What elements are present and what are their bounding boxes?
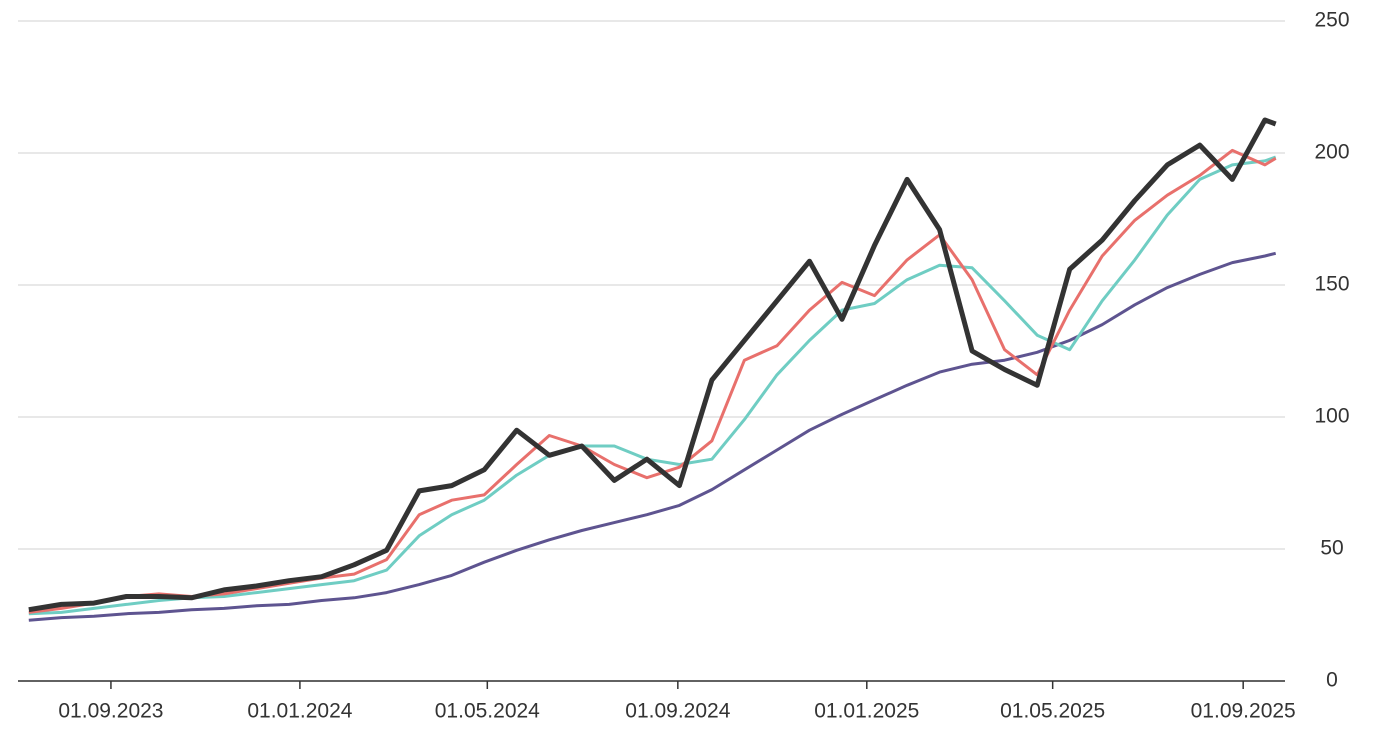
y-tick-label: 0 [1326, 669, 1338, 692]
x-tick-label: 01.05.2024 [435, 700, 540, 723]
y-tick-label: 150 [1314, 273, 1349, 296]
x-tick-label: 01.09.2025 [1191, 700, 1296, 723]
x-tick-label: 01.09.2024 [625, 700, 730, 723]
y-tick-label: 200 [1314, 141, 1349, 164]
series-line [28, 148, 1277, 614]
series-line [28, 251, 1277, 622]
y-tick-label: 250 [1314, 9, 1349, 32]
x-tick-label: 01.01.2024 [247, 700, 352, 723]
x-tick-label: 01.01.2025 [814, 700, 919, 723]
x-tick-label: 01.05.2025 [1000, 700, 1105, 723]
y-tick-label: 50 [1320, 537, 1343, 560]
y-tick-label: 100 [1314, 405, 1349, 428]
x-tick-label: 01.09.2023 [58, 700, 163, 723]
series-line [28, 117, 1277, 613]
series-line [28, 155, 1277, 616]
